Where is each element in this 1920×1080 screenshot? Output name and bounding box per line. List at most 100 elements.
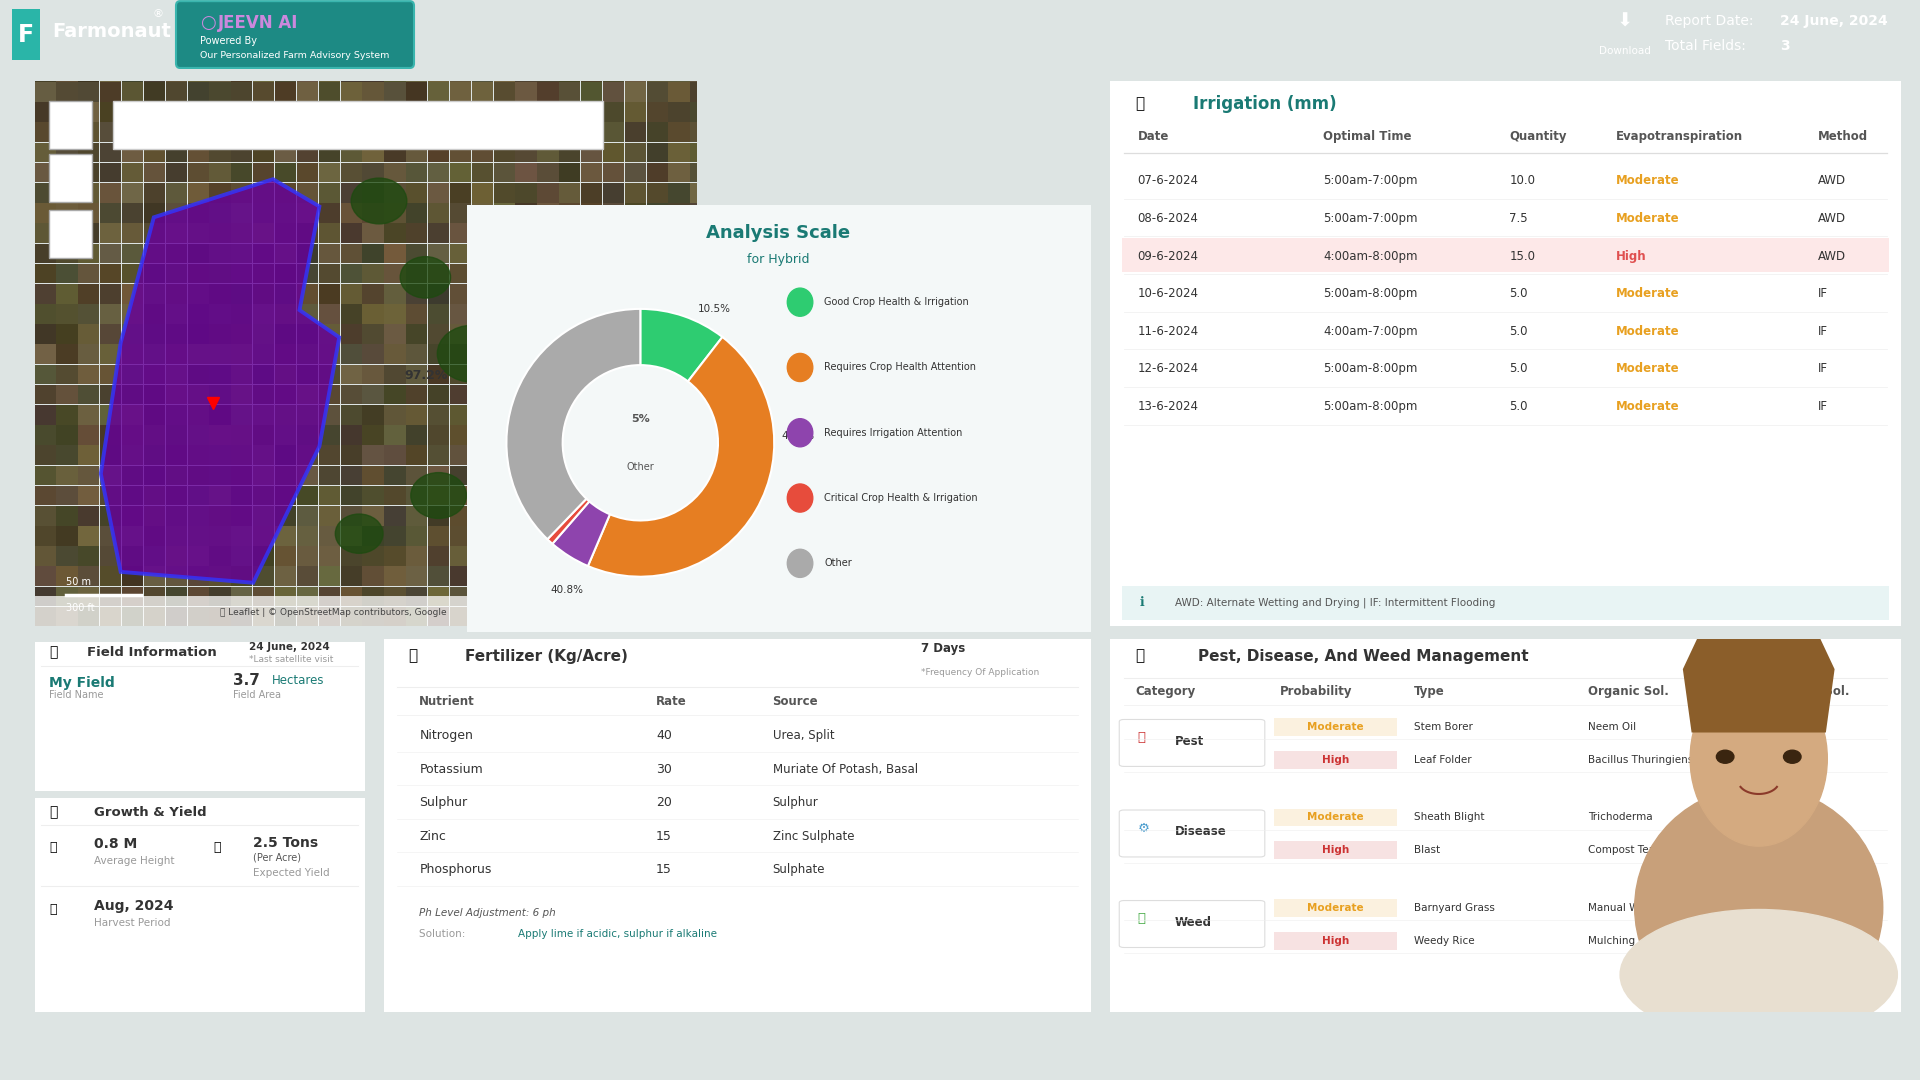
Bar	[188, 103, 209, 122]
Bar	[340, 566, 361, 586]
Bar	[188, 365, 209, 384]
Bar	[647, 505, 668, 526]
Bar	[384, 566, 405, 586]
Bar	[363, 62, 384, 82]
Bar	[165, 426, 186, 445]
Text: 08-6-2024: 08-6-2024	[1137, 212, 1198, 225]
Text: Bacillus Thuringiensis: Bacillus Thuringiensis	[1588, 755, 1703, 765]
Bar	[298, 526, 319, 545]
Text: Field Area: Field Area	[232, 690, 280, 700]
Bar	[100, 345, 121, 364]
Bar	[100, 203, 121, 222]
Bar	[668, 607, 689, 626]
Bar	[538, 103, 559, 122]
Circle shape	[336, 514, 382, 553]
Bar	[100, 122, 121, 143]
Bar	[363, 203, 384, 222]
Bar	[668, 384, 689, 404]
Bar	[515, 163, 538, 183]
Bar	[209, 465, 230, 485]
Bar	[298, 324, 319, 343]
Bar	[56, 264, 77, 283]
Bar	[253, 526, 275, 545]
Bar	[275, 426, 296, 445]
Bar	[209, 546, 230, 566]
Text: 97.2%: 97.2%	[405, 369, 447, 382]
Bar	[472, 566, 493, 586]
Bar	[559, 384, 580, 404]
Bar	[449, 405, 470, 424]
Bar	[668, 103, 689, 122]
Text: Moderate: Moderate	[1617, 325, 1680, 338]
Bar	[538, 405, 559, 424]
Text: Download: Download	[1599, 45, 1651, 56]
Bar	[493, 586, 515, 606]
Bar	[209, 122, 230, 143]
FancyBboxPatch shape	[1100, 635, 1910, 1016]
Bar	[493, 284, 515, 303]
Bar	[319, 586, 340, 606]
Bar	[428, 163, 449, 183]
Bar	[559, 243, 580, 264]
Bar	[298, 163, 319, 183]
Text: High: High	[1617, 249, 1647, 262]
Bar	[515, 365, 538, 384]
Bar	[209, 426, 230, 445]
Bar	[407, 445, 428, 465]
Bar	[50, 102, 92, 149]
Bar	[407, 384, 428, 404]
Text: for Hybrid: for Hybrid	[747, 254, 810, 267]
Bar	[538, 384, 559, 404]
Bar	[230, 426, 253, 445]
Bar	[515, 82, 538, 102]
Bar	[275, 505, 296, 526]
Text: 4:00am-7:00pm: 4:00am-7:00pm	[1323, 325, 1419, 338]
Bar	[449, 103, 470, 122]
Bar	[340, 426, 361, 445]
Bar	[79, 445, 100, 465]
Bar	[1275, 809, 1398, 826]
Bar	[209, 505, 230, 526]
Bar	[319, 224, 340, 243]
Bar	[582, 445, 603, 465]
Bar	[493, 445, 515, 465]
Bar	[100, 324, 121, 343]
Bar	[428, 465, 449, 485]
Bar	[493, 405, 515, 424]
Bar	[603, 586, 624, 606]
Text: Analysis Scale: Analysis Scale	[707, 224, 851, 242]
Bar	[209, 203, 230, 222]
Bar	[363, 405, 384, 424]
Bar	[35, 103, 56, 122]
Bar	[647, 103, 668, 122]
Bar	[56, 586, 77, 606]
Bar	[253, 505, 275, 526]
Bar	[188, 465, 209, 485]
Bar	[515, 486, 538, 505]
Bar	[188, 62, 209, 82]
Bar	[691, 526, 712, 545]
Ellipse shape	[1716, 751, 1734, 764]
Bar	[407, 607, 428, 626]
Bar	[165, 486, 186, 505]
Bar	[188, 284, 209, 303]
Bar	[472, 284, 493, 303]
Bar	[298, 62, 319, 82]
Bar	[603, 143, 624, 162]
Text: *Last satellite visit: *Last satellite visit	[250, 654, 334, 664]
Bar	[100, 405, 121, 424]
Bar	[100, 365, 121, 384]
Text: IF: IF	[1818, 287, 1828, 300]
Text: 24 June, 2024: 24 June, 2024	[1780, 14, 1887, 28]
Bar	[668, 445, 689, 465]
Bar	[668, 546, 689, 566]
Bar	[56, 384, 77, 404]
Bar	[712, 143, 733, 162]
Bar	[319, 284, 340, 303]
Bar	[691, 607, 712, 626]
Bar	[449, 183, 470, 203]
Bar	[144, 405, 165, 424]
Bar	[340, 163, 361, 183]
Bar	[691, 163, 712, 183]
Bar	[472, 505, 493, 526]
